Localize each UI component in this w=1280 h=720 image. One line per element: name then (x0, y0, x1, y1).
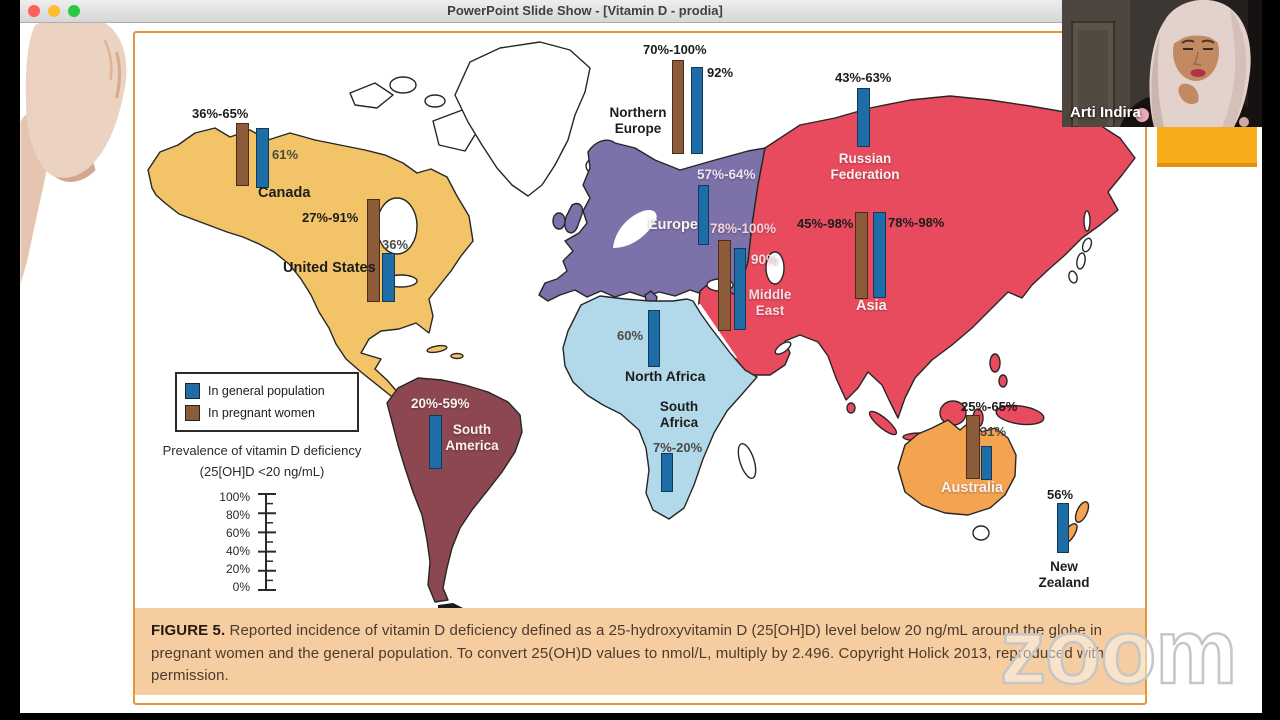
new-zealand-general-bar (1057, 503, 1069, 553)
world-map (147, 41, 1136, 608)
europe-general-bar (698, 185, 709, 245)
scale-tick-60: 60% (225, 526, 250, 540)
middle-east-pregnant-bar (718, 240, 731, 331)
australia-general-value: 31% (980, 424, 1007, 439)
south-africa-label: South Africa (659, 399, 699, 430)
australia-shape (897, 419, 1017, 516)
south-america-general-value: 20%-59% (411, 396, 470, 411)
north-africa-general-bar (648, 310, 660, 367)
madagascar-shape (737, 443, 757, 479)
north-africa-label: North Africa (625, 368, 706, 384)
webcam-video (1062, 0, 1262, 127)
north-africa-general-value: 60% (617, 328, 644, 343)
russia-general-value: 43%-63% (835, 70, 892, 85)
new-zealand-label: New Zealand (1038, 559, 1090, 590)
europe-label: Europe (648, 217, 698, 233)
hand-image (20, 22, 133, 452)
figure-caption-text: Reported incidence of vitamin D deficien… (151, 622, 1105, 684)
webcam-tile[interactable]: Arti Indira (1062, 0, 1262, 127)
south-africa-general-bar (661, 453, 673, 492)
us-general-value: 36% (382, 237, 409, 252)
shared-screen-area: 36%-65% 61% Canada 27%-91% 36% United St… (20, 22, 1262, 713)
scale-tick-100: 100% (219, 490, 250, 504)
window-titlebar: PowerPoint Slide Show - [Vitamin D - pro… (20, 0, 1262, 23)
russia-general-bar (857, 88, 870, 147)
general-population-label: In general population (208, 384, 325, 398)
asia-pregnant-value: 45%-98% (797, 216, 854, 231)
us-label: United States (283, 260, 376, 276)
canada-general-value: 61% (272, 147, 299, 162)
scale-tick-80: 80% (225, 508, 250, 522)
australia-label: Australia (941, 480, 1004, 496)
asia-general-value: 78%-98% (888, 215, 945, 230)
australia-pregnant-value: 25%-65% (961, 399, 1018, 414)
participant-name: Arti Indira (1070, 104, 1141, 121)
scale-tick-0: 0% (232, 580, 250, 594)
australia-general-bar (981, 446, 992, 480)
figure-caption: FIGURE 5. Reported incidence of vitamin … (135, 608, 1145, 695)
south-america-shape (386, 377, 523, 603)
scale-title-line2: (25[OH]D <20 ng/mL) (199, 464, 325, 479)
greenland-shape (454, 41, 591, 197)
south-america-general-bar (429, 415, 442, 469)
asia-general-bar (873, 212, 886, 298)
window-title: PowerPoint Slide Show - [Vitamin D - pro… (447, 3, 723, 18)
canada-label: Canada (258, 185, 311, 201)
south-america-label: South America (445, 422, 499, 453)
canada-pregnant-value: 36%-65% (192, 106, 249, 121)
tasmania-shape (972, 525, 990, 541)
minimize-button[interactable] (48, 5, 60, 17)
powerpoint-slide[interactable]: 36%-65% 61% Canada 27%-91% 36% United St… (133, 31, 1147, 705)
legend: In general population In pregnant women (175, 372, 359, 432)
zoom-watermark: zoom (999, 601, 1239, 703)
scale-tick-20: 20% (225, 562, 250, 576)
figure-caption-label: FIGURE 5. (151, 622, 226, 639)
us-pregnant-value: 27%-91% (302, 210, 359, 225)
northern-europe-general-bar (691, 67, 703, 154)
australia-pregnant-bar (966, 415, 980, 479)
middle-east-pregnant-value: 78%-100% (710, 221, 777, 236)
ireland-shape (552, 212, 566, 230)
northern-europe-pregnant-value: 70%-100% (643, 42, 707, 57)
northern-europe-label: Northern Europe (609, 105, 667, 136)
asia-pregnant-bar (855, 212, 868, 299)
europe-general-value: 57%-64% (697, 167, 756, 182)
japan-shape (1068, 210, 1093, 284)
new-zealand-general-value: 56% (1047, 487, 1074, 502)
general-population-swatch (185, 383, 200, 399)
northern-europe-pregnant-bar (672, 60, 684, 154)
middle-east-label: Middle East (748, 287, 792, 318)
pregnant-women-label: In pregnant women (208, 406, 316, 420)
pregnant-women-swatch (185, 405, 200, 421)
russia-label: Russian Federation (830, 151, 900, 182)
middle-east-general-value: 90% (751, 252, 779, 267)
scale-tick-40: 40% (225, 544, 250, 558)
scale-title-line1: Prevalence of vitamin D deficiency (162, 443, 362, 458)
asia-label: Asia (856, 298, 887, 314)
middle-east-general-bar (734, 248, 746, 330)
north-america-shape (147, 127, 474, 403)
south-africa-general-value: 7%-20% (653, 440, 703, 455)
sri-lanka-shape (846, 402, 856, 414)
africa-shape (562, 295, 758, 520)
close-button[interactable] (28, 5, 40, 17)
scale-axis (258, 493, 276, 591)
canada-pregnant-bar (236, 123, 249, 186)
us-general-bar (382, 253, 395, 302)
zoom-window-button[interactable] (68, 5, 80, 17)
slide-yellow-accent (1157, 127, 1257, 167)
canada-general-bar (256, 128, 269, 188)
us-pregnant-bar (367, 199, 380, 302)
britain-shape (564, 202, 584, 234)
northern-europe-general-value: 92% (707, 65, 734, 80)
